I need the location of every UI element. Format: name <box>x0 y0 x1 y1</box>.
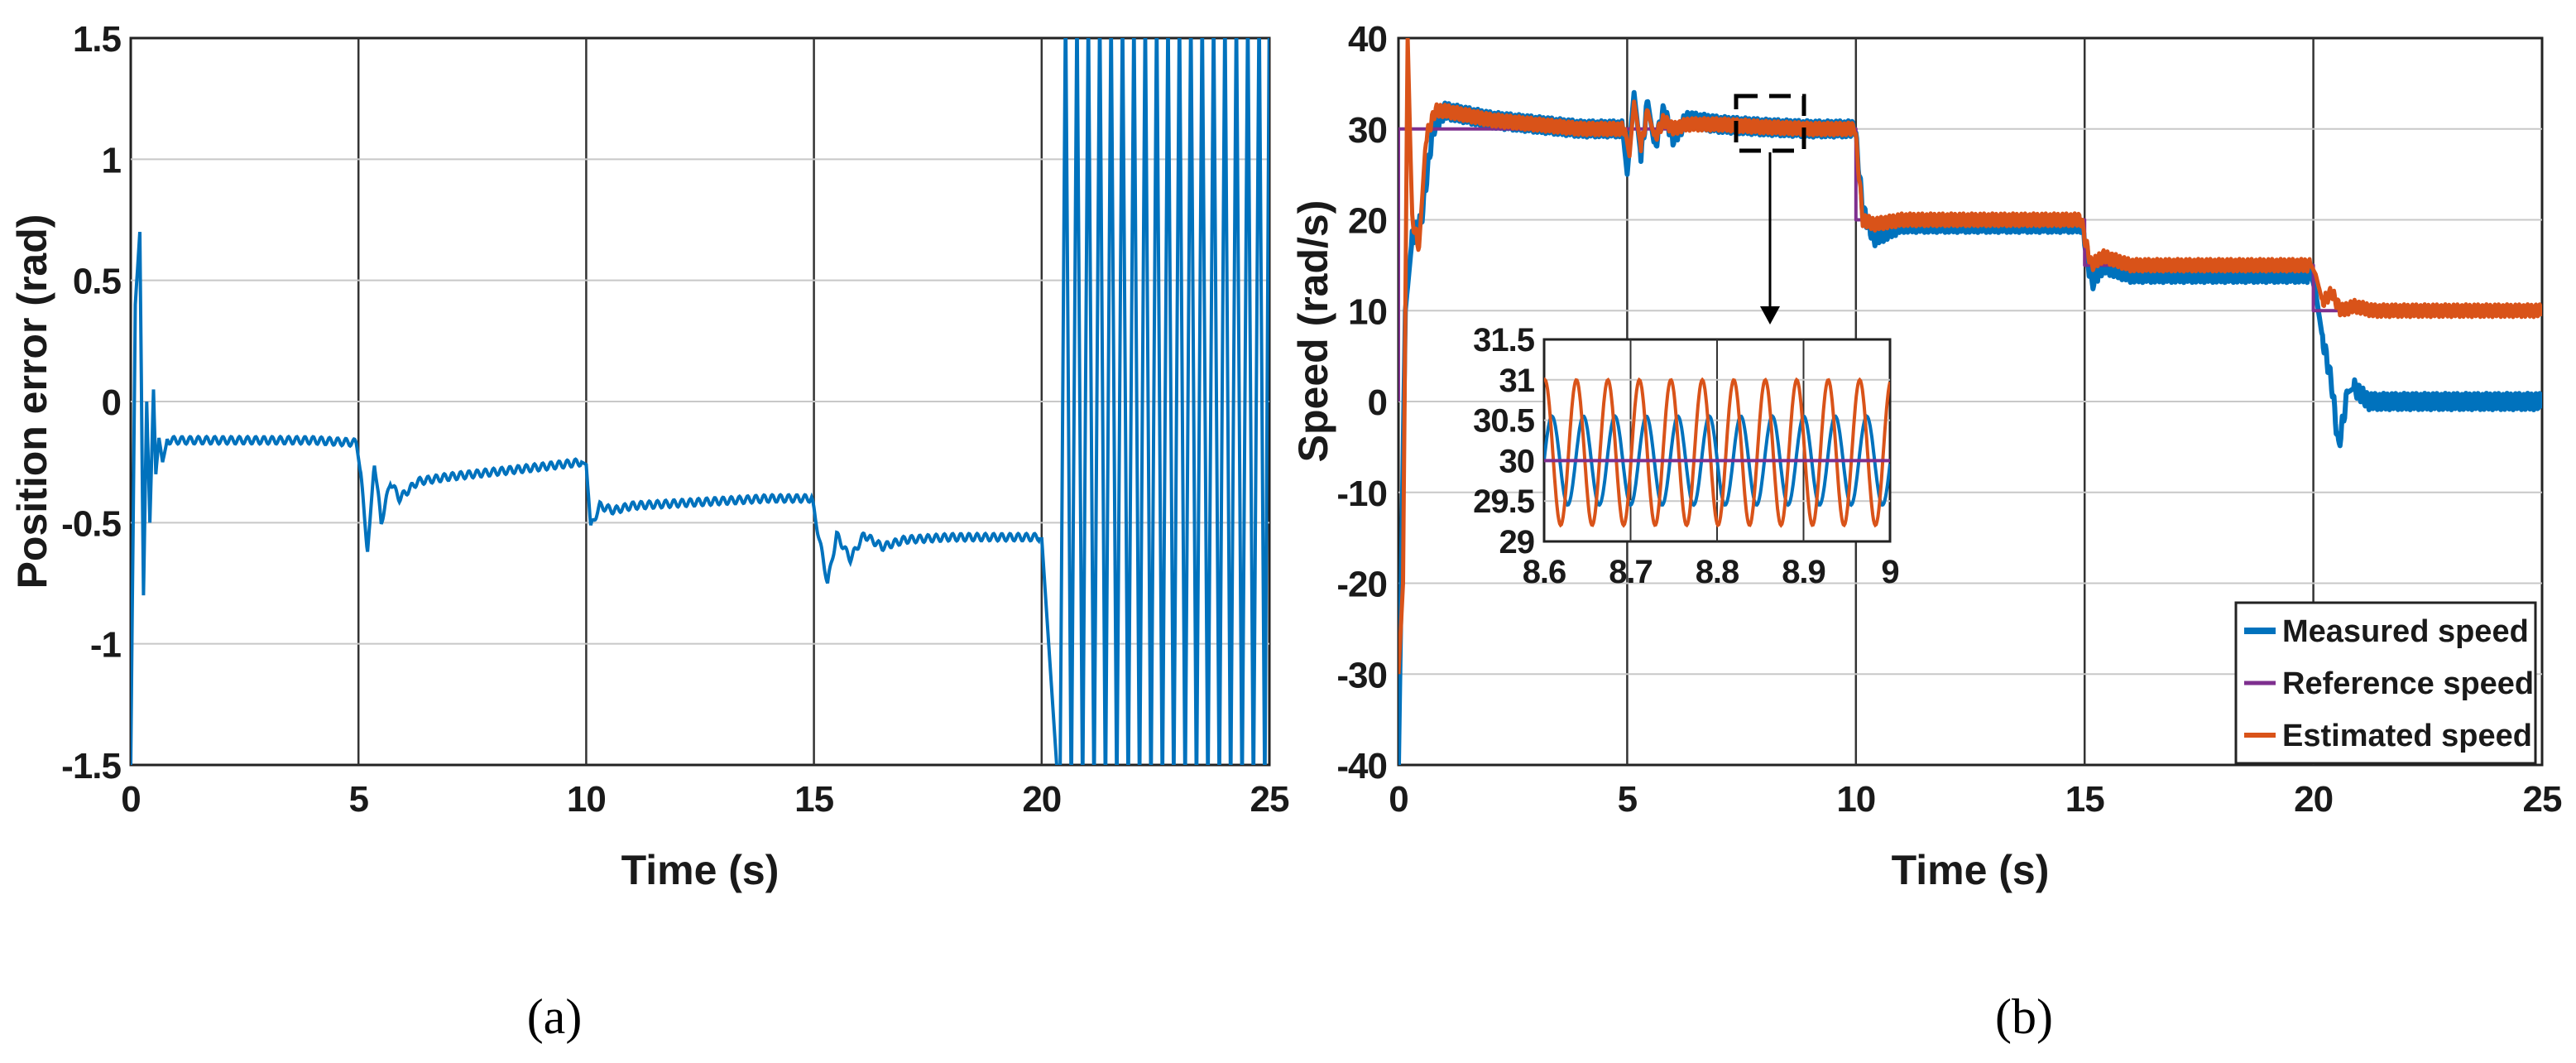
legend-label-reference: Reference speed <box>2282 666 2534 701</box>
y-tick-label: 31.5 <box>1473 322 1535 358</box>
x-tick-label: 20 <box>2294 779 2333 820</box>
y-tick-label: 30.5 <box>1473 403 1535 440</box>
x-tick-label: 8.8 <box>1696 554 1739 590</box>
y-tick-label: 1 <box>102 140 122 180</box>
inset-series-group <box>1544 377 1890 528</box>
legend-label-measured: Measured speed <box>2282 614 2529 649</box>
x-tick-label: 10 <box>1836 779 1875 820</box>
x-tick-label: 25 <box>1250 779 1289 820</box>
y-ticks-b: -40 -30 -20 -10 0 10 20 30 40 <box>1336 19 1388 786</box>
series-group-a <box>131 38 1269 765</box>
position-error-line <box>131 231 1041 765</box>
inset-estimated-line <box>1544 377 1890 528</box>
y-tick-label: 10 <box>1348 291 1387 332</box>
x-tick-label: 9 <box>1881 554 1898 590</box>
y-tick-label: -1.5 <box>61 746 121 786</box>
x-ticks-a: 0 5 10 15 20 25 <box>121 779 1290 820</box>
caption-a: (a) <box>527 989 583 1044</box>
x-tick-label: 8.9 <box>1782 554 1825 590</box>
x-tick-label: 0 <box>1389 779 1408 820</box>
y-axis-label-a: Position error (rad) <box>9 214 55 589</box>
x-axis-label-b: Time (s) <box>1892 847 2050 893</box>
y-tick-label: 30 <box>1499 443 1535 479</box>
zoom-region-marker <box>1734 94 1806 153</box>
caption-b: (b) <box>1995 989 2053 1044</box>
series-group-b <box>1398 38 2542 765</box>
y-tick-label: -1 <box>90 625 122 666</box>
inset-x-ticks: 8.6 8.7 8.8 8.9 9 <box>1523 554 1900 590</box>
y-tick-label: 30 <box>1348 110 1387 151</box>
position-error-chart: 0 5 10 15 20 25 -1.5 -1 -0.5 0 0.5 1 1.5 Time (s) P… <box>9 19 1290 1044</box>
y-ticks-a: -1.5 -1 -0.5 0 0.5 1 1.5 <box>61 19 122 786</box>
x-tick-label: 15 <box>2065 779 2104 820</box>
y-tick-label: 29.5 <box>1473 483 1535 520</box>
legend: Measured speed Reference speed Estimated… <box>2234 601 2537 765</box>
x-tick-label: 15 <box>794 779 833 820</box>
x-tick-label: 8.6 <box>1523 554 1566 590</box>
y-tick-label: 0.5 <box>73 262 122 302</box>
speed-chart: 0 5 10 15 20 25 -40 -30 -20 -10 0 10 20 30 40 Time (s… <box>1290 19 2563 1044</box>
x-tick-label: 25 <box>2523 779 2562 820</box>
y-tick-label: -0.5 <box>61 503 121 544</box>
y-axis-label-b: Speed (rad/s) <box>1290 200 1336 463</box>
x-tick-label: 20 <box>1022 779 1061 820</box>
y-tick-label: 1.5 <box>73 19 122 60</box>
y-tick-label: -20 <box>1336 565 1387 605</box>
x-tick-label: 0 <box>121 779 140 820</box>
y-tick-label: 29 <box>1499 524 1535 560</box>
y-tick-label: 20 <box>1348 201 1387 242</box>
zoom-arrow-head <box>1760 306 1780 325</box>
legend-label-estimated: Estimated speed <box>2282 719 2532 753</box>
x-tick-label: 10 <box>567 779 606 820</box>
y-tick-label: 0 <box>102 382 121 423</box>
y-tick-label: 0 <box>1368 382 1387 423</box>
unstable-oscillation-line <box>1039 38 1269 765</box>
x-tick-label: 5 <box>1618 779 1638 820</box>
y-tick-label: 40 <box>1348 19 1387 60</box>
y-tick-label: -40 <box>1336 746 1387 786</box>
estimated-speed-line <box>1398 38 2542 675</box>
x-tick-label: 5 <box>348 779 368 820</box>
x-tick-label: 8.7 <box>1609 554 1653 590</box>
y-tick-label: 31 <box>1499 363 1535 399</box>
legend-box <box>2234 601 2537 765</box>
y-tick-label: -10 <box>1336 474 1387 514</box>
x-ticks-b: 0 5 10 15 20 25 <box>1389 779 2563 820</box>
x-axis-label-a: Time (s) <box>621 847 780 893</box>
y-tick-label: -30 <box>1336 655 1387 695</box>
